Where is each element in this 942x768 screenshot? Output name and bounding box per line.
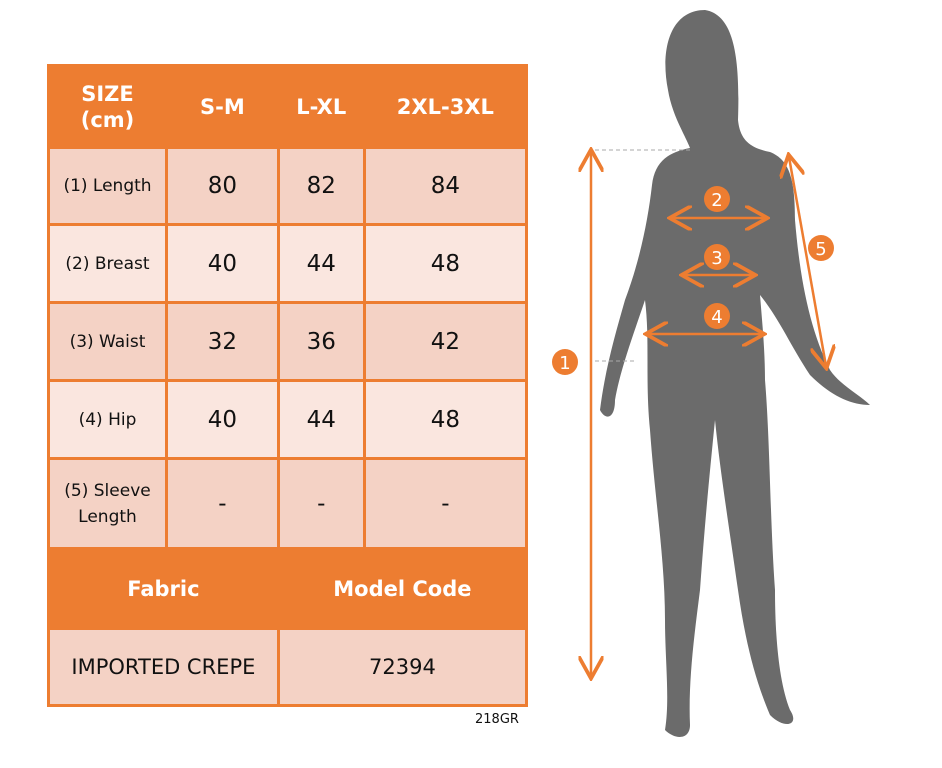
cell: 44 — [276, 379, 366, 460]
marker-1 — [552, 349, 578, 375]
marker-5-label: 5 — [815, 239, 826, 260]
row-label: (3) Waist — [47, 301, 168, 382]
cell: 40 — [165, 223, 280, 304]
row-label: (4) Hip — [47, 379, 168, 460]
cell: 44 — [276, 223, 366, 304]
cell: 84 — [362, 146, 529, 226]
row-label: (2) Breast — [47, 223, 168, 304]
cell: 80 — [165, 146, 280, 226]
marker-1-label: 1 — [559, 353, 570, 374]
table-row: (1) Length 80 82 84 — [47, 146, 529, 226]
marker-2-label: 2 — [711, 190, 722, 211]
marker-4-label: 4 — [711, 307, 722, 328]
cell: 40 — [165, 379, 280, 460]
row-label: (5) Sleeve Length — [47, 457, 168, 550]
cell: - — [165, 457, 280, 550]
cell: 32 — [165, 301, 280, 382]
table-row: (5) Sleeve Length - - - — [47, 457, 529, 550]
marker-2 — [704, 186, 730, 212]
model-code-header: Model Code — [276, 547, 529, 630]
cell: 48 — [362, 379, 529, 460]
table-row: (4) Hip 40 44 48 — [47, 379, 529, 460]
header-l-xl: L-XL — [276, 64, 366, 149]
table-row: (2) Breast 40 44 48 — [47, 223, 529, 304]
image-code: 218GR — [475, 712, 519, 727]
silhouette — [600, 10, 870, 737]
header-s-m: S-M — [165, 64, 280, 149]
cell: 48 — [362, 223, 529, 304]
row-label: (1) Length — [47, 146, 168, 226]
cell: - — [362, 457, 529, 550]
cell: 42 — [362, 301, 529, 382]
cell: - — [276, 457, 366, 550]
header-size: SIZE (cm) — [47, 64, 168, 149]
marker-4 — [704, 303, 730, 329]
header-2xl-3xl: 2XL-3XL — [362, 64, 529, 149]
model-code-value: 72394 — [276, 627, 529, 707]
size-table: SIZE (cm) S-M L-XL 2XL-3XL (1) Length 80… — [47, 64, 529, 707]
marker-5 — [808, 235, 834, 261]
cell: 82 — [276, 146, 366, 226]
body-silhouette-figure: 1 2 3 4 5 — [552, 10, 870, 737]
fabric-value: IMPORTED CREPE — [47, 627, 280, 707]
marker-3 — [704, 244, 730, 270]
marker-3-label: 3 — [711, 248, 722, 269]
fabric-header: Fabric — [47, 547, 280, 630]
table-row: (3) Waist 32 36 42 — [47, 301, 529, 382]
cell: 36 — [276, 301, 366, 382]
